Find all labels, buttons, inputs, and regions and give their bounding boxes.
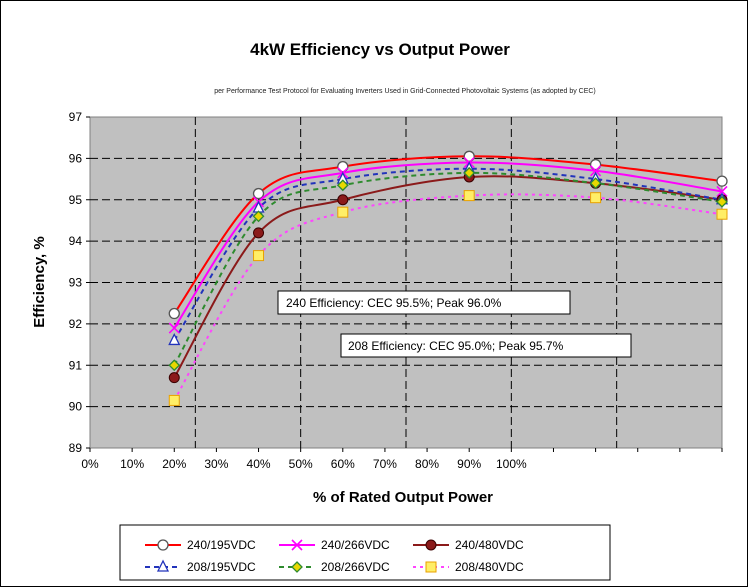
- legend-label: 240/266VDC: [321, 538, 390, 552]
- y-tick-label: 94: [69, 234, 83, 248]
- annotation-208: 208 Efficiency: CEC 95.0%; Peak 95.7%: [340, 333, 632, 358]
- series-line-1: [173, 161, 723, 329]
- data-point: [168, 394, 180, 406]
- data-point: [253, 250, 265, 262]
- x-axis-label: % of Rated Output Power: [313, 489, 493, 506]
- y-tick-label: 97: [69, 110, 83, 124]
- data-point: [168, 372, 180, 384]
- y-axis-label: Efficiency, %: [31, 236, 48, 327]
- data-point: [253, 227, 265, 239]
- y-tick-label: 89: [69, 441, 83, 455]
- series-line-4: [173, 171, 723, 366]
- legend-box: [119, 524, 611, 581]
- data-point: [716, 208, 728, 220]
- x-tick-label: 10%: [120, 457, 144, 471]
- x-tick-label: 0%: [81, 457, 99, 471]
- x-tick-label: 50%: [289, 457, 313, 471]
- y-tick-label: 93: [69, 276, 83, 290]
- series-line-3: [173, 167, 723, 341]
- x-tick-label: 40%: [247, 457, 271, 471]
- legend-marker: [425, 561, 437, 573]
- annotation-208-text: 208 Efficiency: CEC 95.0%; Peak 95.7%: [348, 339, 564, 353]
- x-tick-label: 80%: [415, 457, 439, 471]
- x-tick-label: 100%: [496, 457, 527, 471]
- legend-marker: [156, 559, 170, 572]
- data-point: [336, 179, 349, 192]
- annotation-240-text: 240 Efficiency: CEC 95.5%; Peak 96.0%: [286, 296, 502, 310]
- data-point: [716, 195, 728, 208]
- data-point: [716, 175, 728, 187]
- legend: 240/195VDC 240/266VDC 240/480VDC 208/195VDC…: [119, 524, 611, 581]
- y-tick-label: 95: [69, 193, 83, 207]
- series-line-0: [173, 155, 723, 315]
- data-point: [463, 190, 475, 202]
- legend-label: 208/195VDC: [187, 560, 256, 574]
- data-point: [589, 158, 602, 171]
- data-point: [463, 166, 476, 179]
- y-tick-label: 92: [69, 317, 83, 331]
- y-axis-ticks: 89 90 91 92 93 94 95 96 97: [69, 110, 90, 455]
- data-point: [590, 165, 602, 177]
- annotation-240: 240 Efficiency: CEC 95.5%; Peak 96.0%: [277, 290, 571, 315]
- series-markers: [168, 150, 729, 406]
- legend-label: 240/195VDC: [187, 538, 256, 552]
- data-point: [168, 322, 180, 334]
- legend-label: 240/480VDC: [455, 538, 524, 552]
- y-tick-label: 96: [69, 151, 83, 165]
- series-line-5: [173, 193, 723, 401]
- chart-title: 4kW Efficiency vs Output Power: [250, 40, 510, 59]
- chart-subtitle: per Performance Test Protocol for Evalua…: [214, 88, 596, 95]
- legend-label: 208/266VDC: [321, 560, 390, 574]
- data-point: [252, 210, 265, 223]
- legend-marker: [157, 539, 169, 551]
- x-tick-label: 70%: [373, 457, 397, 471]
- data-point: [252, 187, 265, 200]
- x-tick-label: 20%: [162, 457, 186, 471]
- data-point: [168, 307, 180, 320]
- legend-label: 208/480VDC: [455, 560, 524, 574]
- legend-marker: [291, 539, 303, 551]
- legend-marker: [425, 539, 437, 551]
- x-tick-label: 90%: [457, 457, 481, 471]
- x-tick-label: 60%: [331, 457, 355, 471]
- data-point: [168, 332, 181, 346]
- data-point: [590, 192, 602, 204]
- data-point: [337, 206, 349, 218]
- data-point: [589, 177, 602, 190]
- x-axis-ticks: 0% 10% 20% 30% 40% 50% 60% 70% 80% 90% 100%: [81, 448, 723, 471]
- y-tick-label: 91: [69, 358, 83, 372]
- legend-marker: [291, 561, 303, 573]
- data-point: [337, 194, 349, 206]
- series-lines: [173, 155, 723, 401]
- y-tick-label: 90: [69, 400, 83, 414]
- x-tick-label: 30%: [204, 457, 228, 471]
- data-point: [168, 359, 181, 372]
- data-point: [716, 185, 728, 198]
